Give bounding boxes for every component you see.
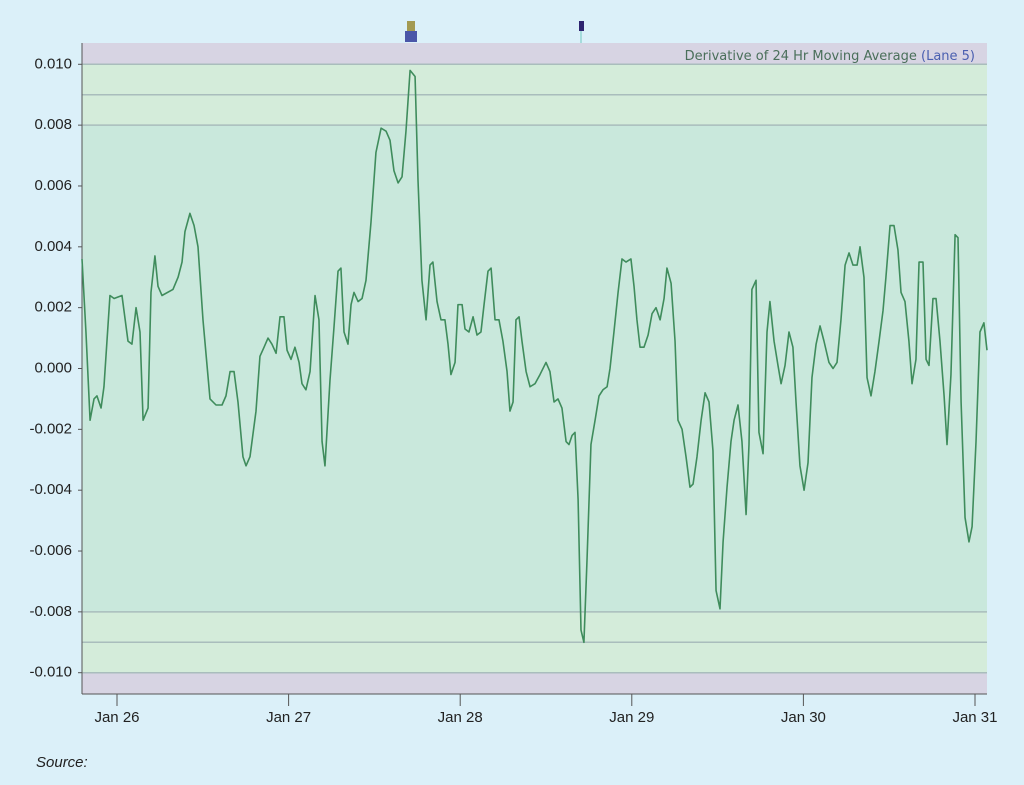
event-marker	[407, 21, 415, 31]
data-line	[81, 69, 988, 644]
x-tick-label: Jan 27	[266, 709, 311, 726]
y-tick-label: 0.002	[34, 299, 72, 316]
chart-title: Derivative of 24 Hr Moving Average (Lane…	[685, 49, 975, 64]
y-tick-label: 0.006	[34, 177, 72, 194]
x-tick-label: Jan 26	[94, 709, 139, 726]
band	[82, 125, 987, 612]
y-tick-label: -0.010	[29, 664, 72, 681]
source-label: Source:	[36, 754, 88, 771]
y-tick-label: -0.004	[29, 481, 72, 498]
x-tick-label: Jan 30	[781, 709, 826, 726]
y-tick-label: 0.010	[34, 55, 72, 72]
event-marker	[579, 21, 584, 31]
plot-area: -0.010 -0.008 -0.006 -0.004 -0.002 0.000 0.002…	[29, 43, 998, 726]
y-tick-label: 0.004	[34, 238, 72, 255]
x-tick-label: Jan 29	[609, 709, 654, 726]
y-tick-label: 0.000	[34, 359, 72, 376]
y-tick-label: -0.006	[29, 542, 72, 559]
y-tick-label: -0.008	[29, 603, 72, 620]
title-text: Derivative of 24 Hr Moving Average	[685, 49, 917, 64]
event-marker	[405, 31, 417, 42]
band	[82, 43, 987, 65]
x-tick-label: Jan 31	[952, 709, 997, 726]
title-suffix: (Lane 5)	[921, 49, 975, 64]
marks	[81, 69, 988, 644]
y-tick-label: -0.002	[29, 420, 72, 437]
x-tick-label: Jan 28	[438, 709, 483, 726]
band	[82, 672, 987, 694]
y-tick-label: 0.008	[34, 116, 72, 133]
